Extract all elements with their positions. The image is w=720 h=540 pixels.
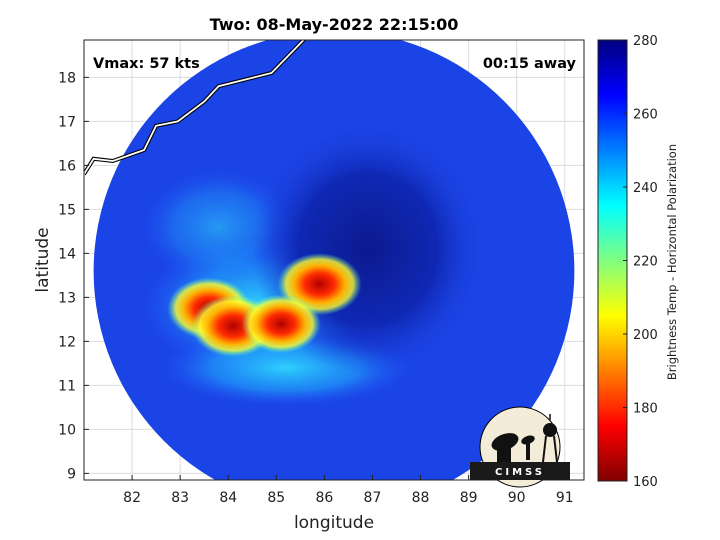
plot-frame [83,39,585,481]
coastline-inner [84,40,305,175]
coastline [84,40,307,176]
colorbar-tick-label: 220 [633,255,658,270]
y-tick-label: 12 [58,334,76,350]
x-axis-label: longitude [294,513,374,533]
x-tick-label: 86 [315,490,333,506]
x-tick-label: 89 [460,490,478,506]
colorbar-label: Brightness Temp - Horizontal Polarizatio… [665,144,679,380]
y-tick-label: 15 [58,202,76,218]
chart-title: Two: 08-May-2022 22:15:00 [210,15,459,34]
satellite-dish-icon [491,433,535,462]
x-axis: 82 83 84 85 86 87 88 89 90 91 [123,475,574,506]
time-away-label: 00:15 away [483,56,577,72]
swath [93,40,575,480]
y-tick-label: 11 [58,378,76,394]
colorbar-tick-label: 180 [633,402,658,417]
y-tick-label: 10 [58,422,76,438]
water-tower-icon [542,414,558,463]
vmax-label: Vmax: 57 kts [93,56,200,72]
x-tick-label: 82 [123,490,141,506]
y-tick-label: 14 [58,246,76,262]
x-tick-label: 84 [219,490,237,506]
x-tick-label: 85 [267,490,285,506]
colorbar-tick-label: 160 [633,475,658,490]
y-tick-label: 17 [58,114,76,130]
y-tick-label: 18 [58,70,76,86]
colorbar-tick-label: 280 [633,34,658,49]
cold-cell-4 [241,294,321,354]
y-axis: 9 10 11 12 13 14 15 16 17 18 [58,70,89,482]
cimss-logo: CIMSS [470,406,570,488]
x-tick-label: 90 [508,490,526,506]
logo-text: CIMSS [495,467,545,478]
colorbar-gradient [597,39,628,482]
x-tick-label: 87 [364,490,382,506]
colorbar-tick-label: 260 [633,108,658,123]
colorbar: 160 180 200 220 240 260 280 Brightness Temp - … [597,34,679,490]
colorbar-tick-label: 240 [633,181,658,196]
x-tick-label: 88 [412,490,430,506]
x-tick-label: 91 [556,490,574,506]
colorbar-tick-label: 200 [633,328,658,343]
y-tick-label: 13 [58,290,76,306]
y-tick-label: 9 [67,466,76,482]
y-axis-label: latitude [33,227,53,292]
y-tick-label: 16 [58,158,76,174]
x-tick-label: 83 [171,490,189,506]
